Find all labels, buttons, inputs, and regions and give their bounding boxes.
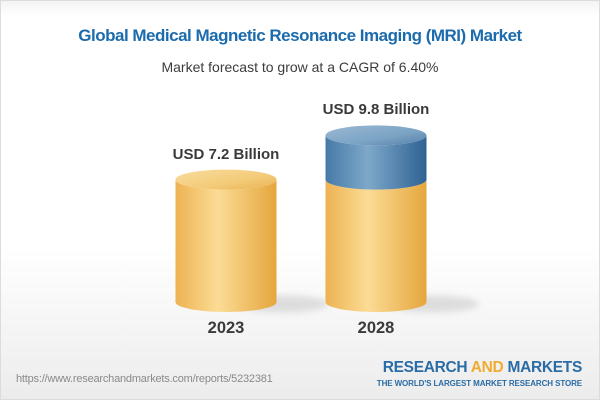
cylinder-base-2028 [325, 179, 427, 312]
logo-wordmark: RESEARCH AND MARKETS [377, 359, 583, 376]
page-title: Global Medical Magnetic Resonance Imagin… [78, 26, 522, 45]
cylinder-top-2028 [325, 125, 427, 146]
value-label-0: USD 7.2 Billion [172, 145, 280, 163]
report-url[interactable]: https://www.researchandmarkets.com/repor… [16, 373, 273, 385]
year-label-0: 2023 [207, 319, 245, 337]
logo-tagline: THE WORLD'S LARGEST MARKET RESEARCH STOR… [376, 379, 582, 388]
cylinder-base-2023 [175, 179, 277, 312]
logo-word-markets: MARKETS [507, 359, 582, 376]
year-label-1: 2028 [357, 319, 395, 337]
cylinder-top-2023 [175, 169, 277, 190]
value-label-1: USD 9.8 Billion [322, 101, 430, 119]
research-and-markets-logo: RESEARCH AND MARKETS THE WORLD'S LARGEST… [376, 359, 583, 389]
cylinder-growth-2028 [325, 135, 427, 190]
logo-word-research: RESEARCH [382, 359, 468, 376]
logo-word-and: AND [470, 359, 504, 376]
page-subtitle: Market forecast to grow at a CAGR of 6.4… [161, 59, 439, 75]
